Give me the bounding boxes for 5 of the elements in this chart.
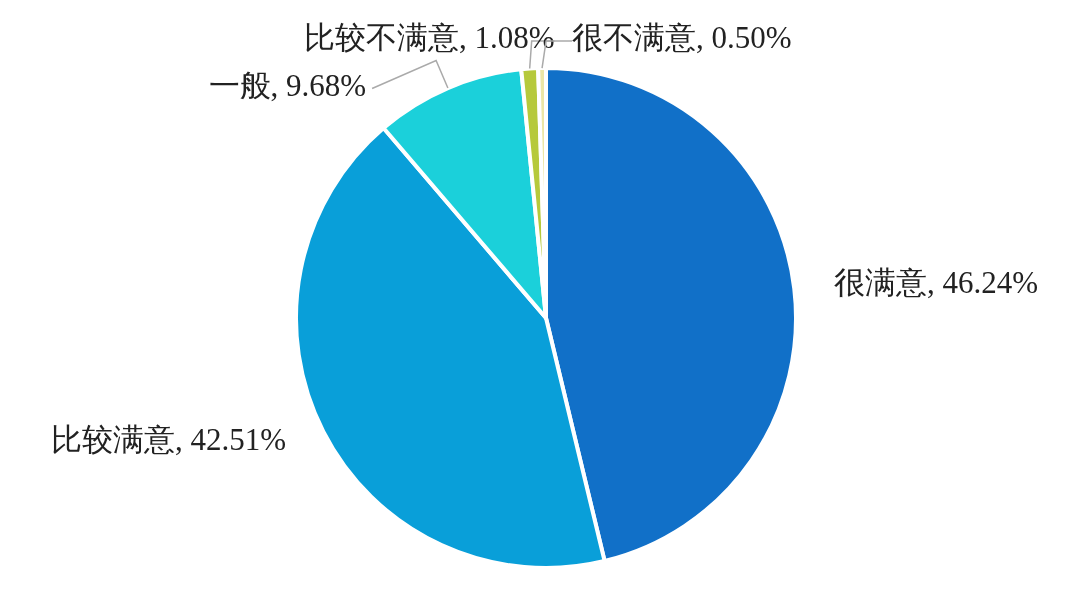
slice-label: 比较不满意, 1.08% (304, 20, 555, 56)
slice-label: 一般, 9.68% (208, 67, 367, 103)
slice-label: 比较满意, 42.51% (50, 422, 287, 458)
slice-label: 很满意, 46.24% (834, 264, 1039, 300)
slice-label: 很不满意, 0.50% (572, 20, 792, 56)
